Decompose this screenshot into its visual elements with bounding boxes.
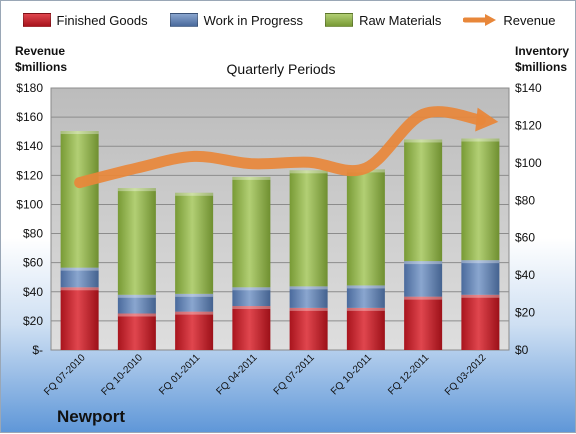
bar-raw-materials: [461, 139, 499, 261]
bar-work-in-progress-highlight: [347, 285, 385, 288]
right-tick-label: $120: [515, 118, 542, 132]
x-tick-label: FQ 12-2011: [386, 352, 431, 397]
bar-finished-goods: [461, 295, 499, 350]
bar-raw-materials-highlight: [461, 139, 499, 142]
bar-finished-goods-highlight: [404, 297, 442, 300]
bar-finished-goods: [347, 308, 385, 350]
left-tick-label: $140: [16, 139, 43, 153]
bar-finished-goods-highlight: [461, 295, 499, 298]
bar-raw-materials-highlight: [61, 131, 99, 134]
bar-finished-goods-highlight: [175, 312, 213, 315]
bar-raw-materials-highlight: [118, 188, 156, 191]
bar-finished-goods: [290, 308, 328, 350]
left-tick-label: $20: [23, 314, 43, 328]
bar-finished-goods-highlight: [232, 306, 270, 309]
left-tick-label: $-: [32, 343, 43, 357]
bar-finished-goods-highlight: [290, 308, 328, 311]
bar-work-in-progress: [347, 285, 385, 307]
right-tick-label: $100: [515, 156, 542, 170]
bar-finished-goods: [175, 312, 213, 350]
right-tick-label: $0: [515, 343, 529, 357]
left-tick-label: $160: [16, 110, 43, 124]
bar-raw-materials-highlight: [175, 193, 213, 196]
x-tick-label: FQ 10-2010: [99, 352, 145, 398]
bar-raw-materials: [404, 139, 442, 261]
left-tick-label: $80: [23, 227, 43, 241]
bar-raw-materials: [232, 177, 270, 287]
bar-raw-materials: [175, 193, 213, 294]
x-tick-label: FQ 10-2011: [329, 352, 374, 397]
left-tick-label: $100: [16, 197, 43, 211]
bar-raw-materials-highlight: [290, 170, 328, 173]
right-tick-label: $80: [515, 193, 535, 207]
bar-work-in-progress-highlight: [404, 261, 442, 264]
bar-finished-goods: [232, 306, 270, 350]
right-tick-label: $20: [515, 306, 535, 320]
bar-work-in-progress-highlight: [118, 295, 156, 298]
left-tick-label: $40: [23, 285, 43, 299]
bar-work-in-progress: [404, 261, 442, 297]
right-tick-label: $140: [515, 81, 542, 95]
bar-raw-materials-highlight: [404, 139, 442, 142]
bar-finished-goods-highlight: [118, 314, 156, 317]
bar-finished-goods: [404, 297, 442, 350]
x-tick-label: FQ 01-2011: [157, 352, 202, 397]
right-tick-label: $60: [515, 231, 535, 245]
bar-work-in-progress-highlight: [461, 260, 499, 263]
left-tick-label: $180: [16, 81, 43, 95]
bar-raw-materials-highlight: [232, 177, 270, 180]
bar-work-in-progress-highlight: [175, 294, 213, 297]
bar-work-in-progress-highlight: [290, 286, 328, 289]
bar-finished-goods: [61, 287, 99, 350]
company-name: Newport: [57, 407, 125, 427]
bar-finished-goods-highlight: [61, 287, 99, 290]
right-tick-label: $40: [515, 268, 535, 282]
bar-finished-goods: [118, 314, 156, 350]
x-tick-label: FQ 04-2011: [215, 352, 260, 397]
x-tick-label: FQ 07-2010: [42, 352, 88, 398]
bar-raw-materials: [290, 170, 328, 286]
bar-raw-materials: [118, 188, 156, 295]
bar-finished-goods-highlight: [347, 308, 385, 311]
x-tick-label: FQ 03-2012: [443, 352, 489, 398]
left-tick-label: $60: [23, 256, 43, 270]
x-tick-label: FQ 07-2011: [272, 352, 317, 397]
bar-raw-materials: [61, 131, 99, 268]
bar-work-in-progress-highlight: [232, 287, 270, 290]
left-tick-label: $120: [16, 168, 43, 182]
bar-work-in-progress: [290, 286, 328, 308]
bar-raw-materials: [347, 169, 385, 285]
bar-work-in-progress-highlight: [61, 268, 99, 271]
bar-work-in-progress: [461, 260, 499, 295]
